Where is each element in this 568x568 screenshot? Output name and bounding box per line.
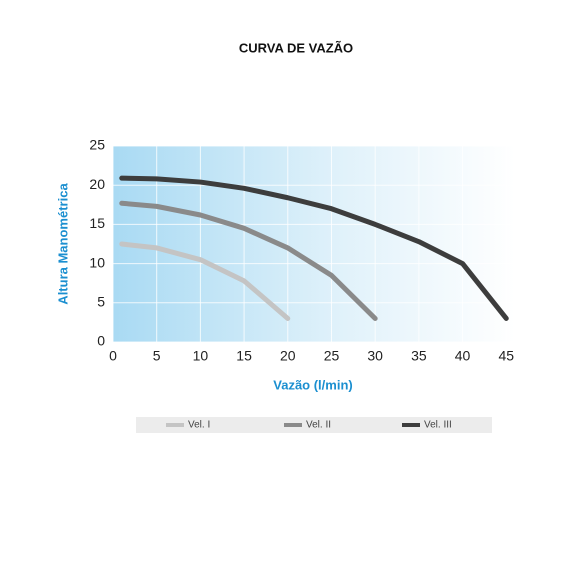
y-tick-label: 15 (89, 215, 105, 231)
y-tick-label: 0 (97, 333, 105, 349)
chart-title: CURVA DE VAZÃO (239, 40, 353, 55)
x-tick-label: 15 (236, 348, 252, 364)
x-tick-label: 40 (455, 348, 471, 364)
x-tick-label: 0 (109, 348, 117, 364)
x-tick-label: 10 (193, 348, 209, 364)
legend (136, 417, 492, 433)
x-tick-label: 35 (411, 348, 427, 364)
legend-label: Vel. II (306, 420, 331, 431)
x-axis-label: Vazão (l/min) (273, 377, 352, 392)
x-tick-label: 5 (153, 348, 161, 364)
legend-label: Vel. III (424, 420, 452, 431)
y-axis-label: Altura Manométrica (55, 183, 70, 305)
line-series (119, 200, 378, 321)
plot-area (113, 146, 515, 342)
line-series (119, 175, 509, 321)
x-tick-label: 30 (367, 348, 383, 364)
x-tick-label: 20 (280, 348, 296, 364)
y-tick-label: 10 (89, 254, 105, 270)
legend-label: Vel. I (188, 420, 210, 431)
x-tick-label: 25 (324, 348, 340, 364)
line-series (119, 241, 291, 321)
x-tick-label: 45 (498, 348, 514, 364)
y-tick-label: 20 (89, 176, 105, 192)
y-tick-label: 25 (89, 137, 105, 153)
y-tick-label: 5 (97, 294, 105, 310)
